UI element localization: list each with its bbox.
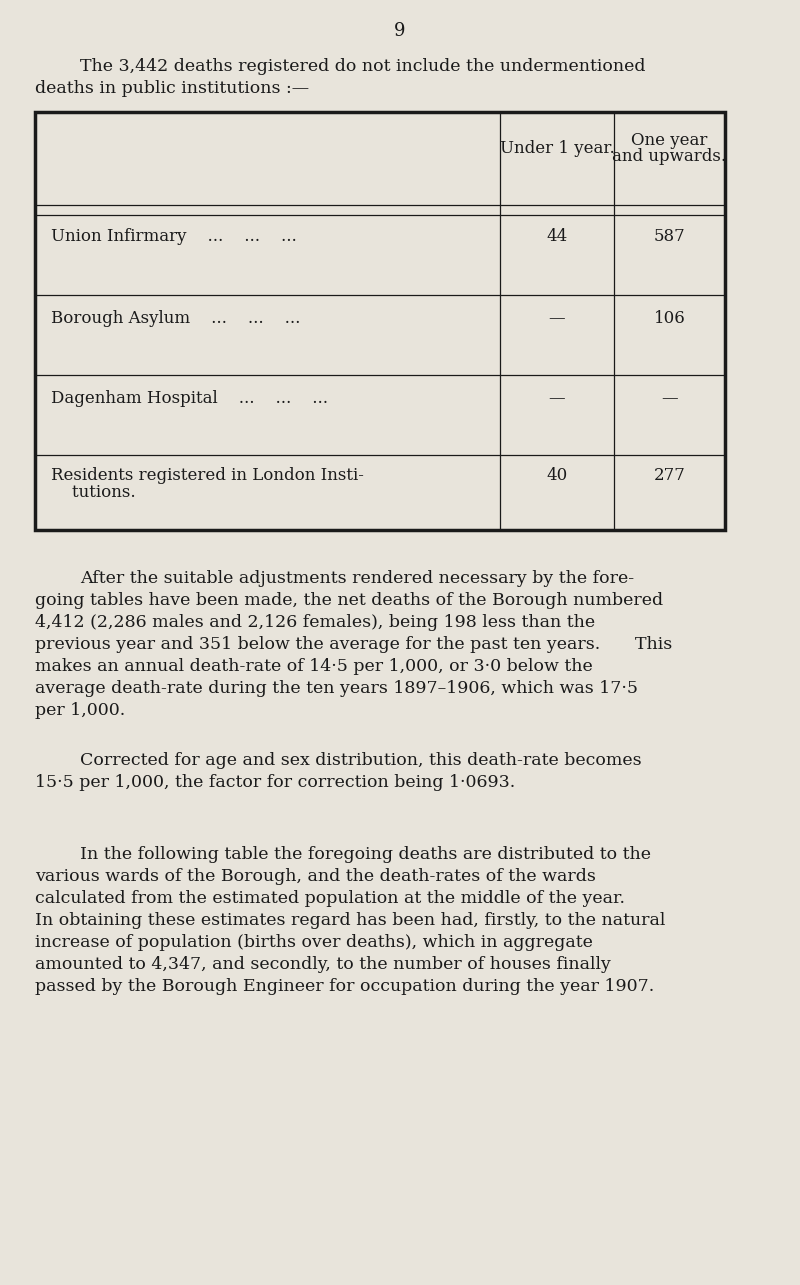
Text: going tables have been made, the net deaths of the Borough numbered: going tables have been made, the net dea…	[35, 592, 663, 609]
Text: 44: 44	[546, 227, 568, 245]
Text: per 1,000.: per 1,000.	[35, 702, 126, 720]
Text: After the suitable adjustments rendered necessary by the fore-: After the suitable adjustments rendered …	[80, 571, 634, 587]
Text: 277: 277	[654, 466, 686, 484]
Text: previous year and 351 below the average for the past ten years.  This: previous year and 351 below the average …	[35, 636, 672, 653]
Text: —: —	[549, 391, 566, 407]
Text: —: —	[661, 391, 678, 407]
Text: and upwards.: and upwards.	[613, 148, 726, 164]
Text: makes an annual death-rate of 14·5 per 1,000, or 3·0 below the: makes an annual death-rate of 14·5 per 1…	[35, 658, 593, 675]
Text: The 3,442 deaths registered do not include the undermentioned: The 3,442 deaths registered do not inclu…	[80, 58, 646, 75]
Text: 9: 9	[394, 22, 406, 40]
Text: Residents registered in London Insti-: Residents registered in London Insti-	[51, 466, 364, 484]
Text: increase of population (births over deaths), which in aggregate: increase of population (births over deat…	[35, 934, 593, 951]
Text: Dagenham Hospital    ...    ...    ...: Dagenham Hospital ... ... ...	[51, 391, 328, 407]
Text: 587: 587	[654, 227, 686, 245]
Text: various wards of the Borough, and the death-rates of the wards: various wards of the Borough, and the de…	[35, 867, 596, 885]
Text: In the following table the foregoing deaths are distributed to the: In the following table the foregoing dea…	[80, 846, 651, 864]
Text: Borough Asylum    ...    ...    ...: Borough Asylum ... ... ...	[51, 310, 300, 326]
Text: 15·5 per 1,000, the factor for correction being 1·0693.: 15·5 per 1,000, the factor for correctio…	[35, 774, 515, 792]
Text: —: —	[549, 310, 566, 326]
Text: Under 1 year.: Under 1 year.	[500, 140, 614, 157]
Text: tutions.: tutions.	[51, 484, 136, 501]
Text: calculated from the estimated population at the middle of the year.: calculated from the estimated population…	[35, 891, 625, 907]
Text: deaths in public institutions :—: deaths in public institutions :—	[35, 80, 309, 96]
Text: amounted to 4,347, and secondly, to the number of houses finally: amounted to 4,347, and secondly, to the …	[35, 956, 611, 973]
Text: 106: 106	[654, 310, 686, 326]
Text: Corrected for age and sex distribution, this death-rate becomes: Corrected for age and sex distribution, …	[80, 752, 642, 768]
Text: Union Infirmary    ...    ...    ...: Union Infirmary ... ... ...	[51, 227, 297, 245]
Text: In obtaining these estimates regard has been had, firstly, to the natural: In obtaining these estimates regard has …	[35, 912, 666, 929]
Text: average death-rate during the ten years 1897–1906, which was 17·5: average death-rate during the ten years …	[35, 680, 638, 696]
Text: One year: One year	[631, 132, 708, 149]
Text: 4,412 (2,286 males and 2,126 females), being 198 less than the: 4,412 (2,286 males and 2,126 females), b…	[35, 614, 595, 631]
Text: passed by the Borough Engineer for occupation during the year 1907.: passed by the Borough Engineer for occup…	[35, 978, 654, 995]
Bar	[35, 112, 725, 529]
Text: 40: 40	[546, 466, 568, 484]
